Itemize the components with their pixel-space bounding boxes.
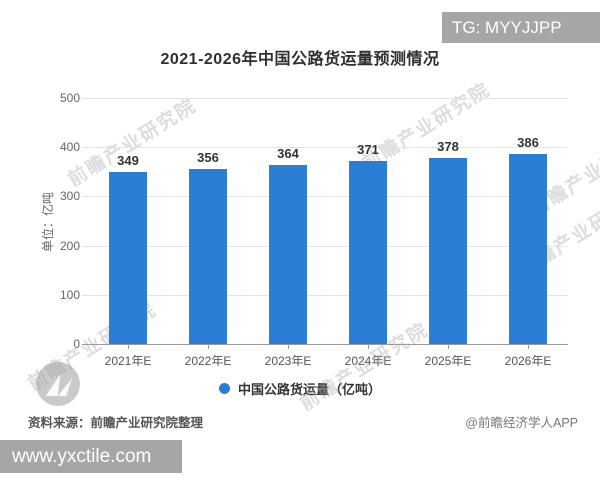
- bar: [189, 168, 227, 344]
- bar-value-label: 349: [117, 153, 139, 169]
- x-axis-tick: [208, 344, 209, 349]
- data-source-text: 资料来源：前瞻产业研究院整理: [28, 416, 204, 430]
- legend-marker-dot: [218, 383, 230, 394]
- gridline: [82, 196, 568, 198]
- gridline: [82, 294, 568, 296]
- bar: [509, 154, 547, 344]
- y-tick-label: 300: [59, 189, 80, 204]
- bar: [109, 172, 147, 344]
- y-tick-label: 500: [59, 91, 80, 105]
- x-category-label: 2022年E: [184, 354, 232, 368]
- bar-value-label: 378: [437, 139, 459, 155]
- x-axis-tick: [288, 344, 289, 349]
- watermark-logo: [36, 362, 80, 406]
- watermark-logo-swoosh: [46, 374, 72, 396]
- gridline: [82, 98, 568, 99]
- gridline: [82, 245, 568, 247]
- y-tick-label: 400: [59, 140, 80, 155]
- x-axis-line: [82, 344, 568, 345]
- x-category-label: 2021年E: [104, 354, 152, 368]
- x-category-label: 2023年E: [264, 354, 312, 368]
- gridline: [82, 147, 568, 149]
- legend: 中国公路货运量（亿吨）: [0, 379, 600, 398]
- plot-area: 0 100 200 300 400 500 349 2021年E 356 2022年E 364 202…: [60, 91, 568, 368]
- x-category-label: 2026年E: [504, 354, 552, 368]
- x-axis-tick: [528, 344, 529, 349]
- bar-value-label: 364: [277, 145, 299, 161]
- x-axis-tick: [448, 344, 449, 349]
- y-tick-label: 100: [59, 287, 80, 302]
- bar: [429, 158, 467, 344]
- x-axis-tick: [128, 344, 129, 349]
- y-tick-label: 200: [59, 238, 80, 253]
- x-category-label: 2024年E: [344, 354, 392, 368]
- y-tick-label: 0: [73, 337, 80, 351]
- credit-text: @前瞻经济学人APP: [465, 416, 578, 430]
- x-category-label: 2025年E: [424, 354, 472, 368]
- x-axis-tick: [368, 344, 369, 349]
- bar-value-label: 356: [197, 149, 219, 165]
- telegram-watermark-badge: TG: MYYJJPP: [442, 12, 600, 43]
- website-watermark-badge: www.yxctile.com: [0, 440, 182, 473]
- bar: [269, 164, 307, 344]
- chart-title: 2021-2026年中国公路货运量预测情况: [160, 51, 440, 68]
- bar-value-label: 371: [357, 142, 379, 158]
- bar: [349, 161, 387, 344]
- bar-value-label: 386: [517, 135, 539, 151]
- legend-series-label: 中国公路货运量（亿吨）: [237, 382, 381, 397]
